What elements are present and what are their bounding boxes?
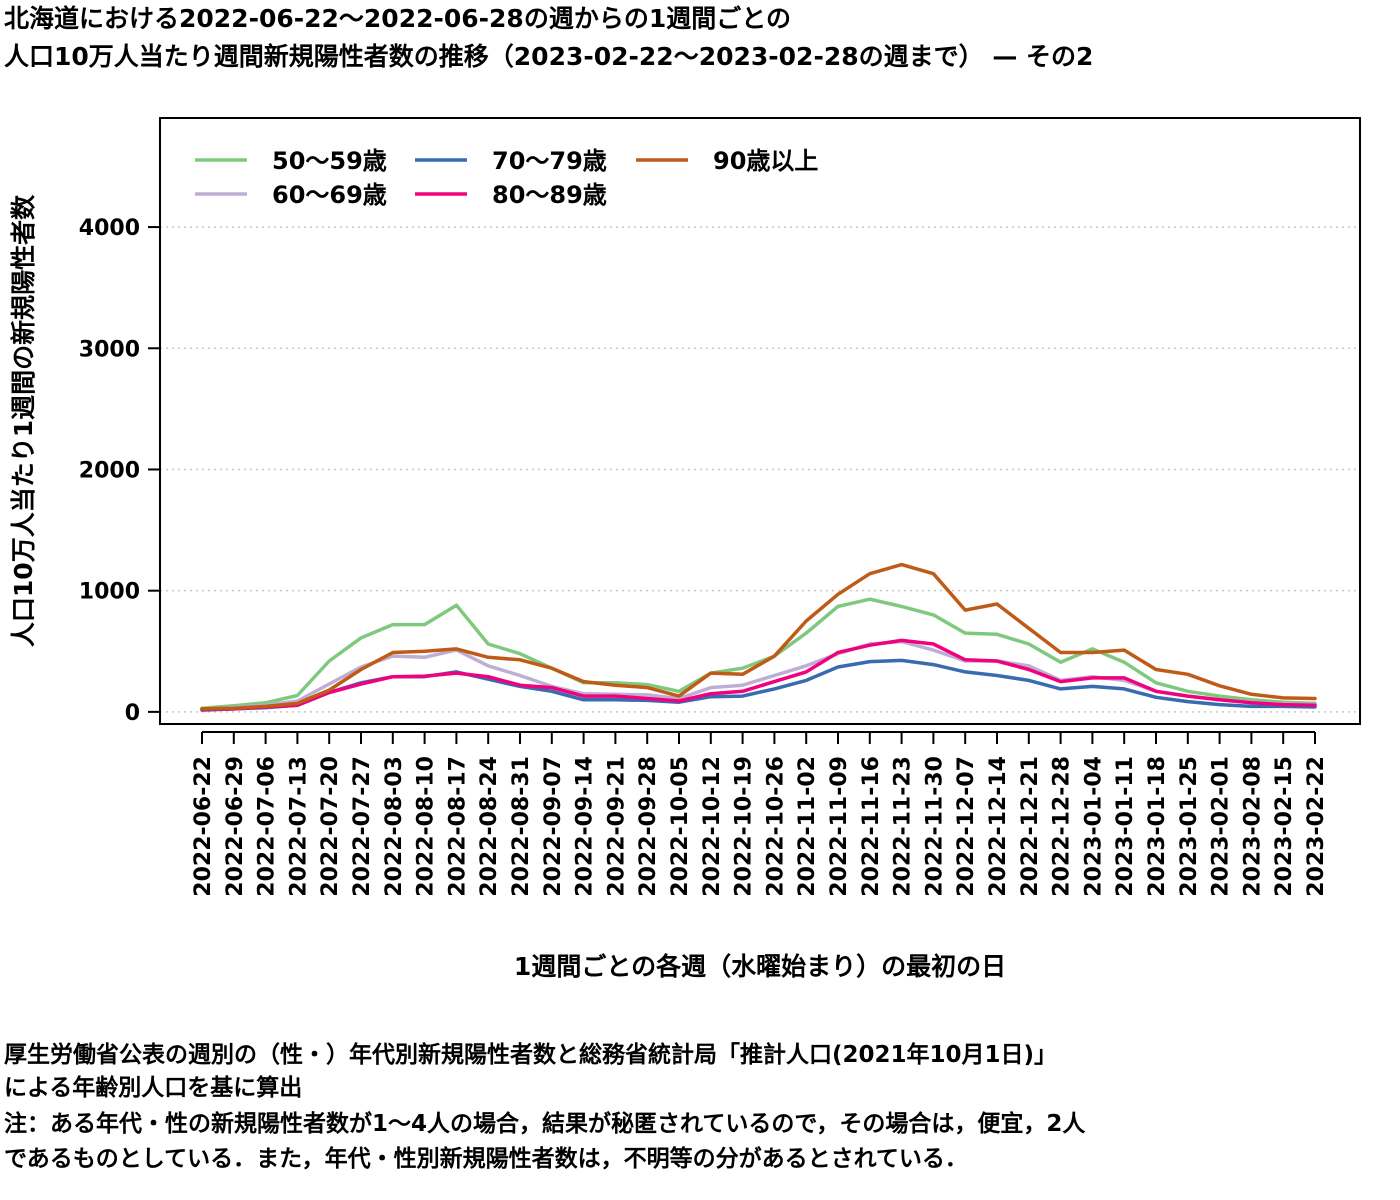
x-tick-label: 2023-01-11 xyxy=(1113,756,1138,897)
source-note-line-1: 厚生労働省公表の週別の（性・）年代別新規陽性者数と総務省統計局「推計人口(202… xyxy=(4,1042,1058,1068)
footnote-line-1: 注：ある年代・性の新規陽性者数が1〜4人の場合，結果が秘匿されているので，その場… xyxy=(4,1111,1086,1137)
x-tick-label: 2022-07-27 xyxy=(350,756,375,897)
legend-label: 60〜69歳 xyxy=(272,181,387,209)
x-tick-label: 2022-12-28 xyxy=(1050,756,1075,897)
x-tick-label: 2022-08-03 xyxy=(382,756,407,897)
series-line xyxy=(200,597,1317,710)
x-tick-label: 2022-11-02 xyxy=(795,756,820,897)
x-tick-label: 2022-11-30 xyxy=(922,756,947,897)
x-tick-label: 2022-09-28 xyxy=(636,756,661,897)
x-tick-label: 2023-02-01 xyxy=(1209,756,1234,897)
legend: 50〜59歳 60〜69歳 70〜79歳 80〜89歳 90歳以上 xyxy=(195,147,818,209)
gridlines xyxy=(160,226,1360,713)
x-tick-label: 2023-02-15 xyxy=(1272,756,1297,897)
x-tick-label: 2022-09-14 xyxy=(573,756,598,897)
x-tick-label: 2022-08-24 xyxy=(477,756,502,897)
series-line xyxy=(200,638,1317,712)
legend-label: 50〜59歳 xyxy=(272,147,387,175)
x-tick-label: 2022-12-07 xyxy=(954,756,979,897)
x-axis-title: 1週間ごとの各週（水曜始まり）の最初の日 xyxy=(514,952,1006,981)
x-tick-label: 2022-10-05 xyxy=(668,756,693,897)
legend-label: 90歳以上 xyxy=(713,147,818,175)
y-tick-label: 2000 xyxy=(79,458,140,483)
x-tick-label: 2022-09-07 xyxy=(541,756,566,897)
x-tick-label: 2022-09-21 xyxy=(604,756,629,897)
x-tick-label: 2022-07-20 xyxy=(318,756,343,897)
x-tick-label: 2022-10-19 xyxy=(732,756,757,897)
x-tick-label: 2022-12-14 xyxy=(986,756,1011,897)
x-tick-label: 2022-08-10 xyxy=(414,756,439,897)
x-tick-label: 2022-11-23 xyxy=(891,756,916,897)
x-tick-label: 2022-10-26 xyxy=(763,756,788,897)
x-tick-label: 2023-01-25 xyxy=(1177,756,1202,897)
series-lines xyxy=(200,562,1317,712)
x-tick-label: 2022-10-12 xyxy=(700,756,725,897)
series-line xyxy=(200,562,1317,711)
legend-label: 80〜89歳 xyxy=(492,181,607,209)
x-tick-label: 2022-07-06 xyxy=(255,756,280,897)
x-tick-label: 2023-02-08 xyxy=(1240,756,1265,897)
x-tick-label: 2022-11-09 xyxy=(827,756,852,897)
x-tick-label: 2022-12-21 xyxy=(1018,756,1043,897)
x-tick-label: 2022-07-13 xyxy=(286,756,311,897)
y-tick-label: 3000 xyxy=(79,337,140,362)
x-tick-label: 2023-02-22 xyxy=(1304,756,1329,897)
x-tick-label: 2023-01-04 xyxy=(1081,756,1106,897)
x-tick-label: 2023-01-18 xyxy=(1145,756,1170,897)
x-axis: 2022-06-22 2022-06-29 2022-07-06 2022-07-13… xyxy=(191,731,1329,897)
x-tick-label: 2022-08-31 xyxy=(509,756,534,897)
x-tick-label: 2022-06-29 xyxy=(223,756,248,897)
chart-title-line-1: 北海道における2022-06-22〜2022-06-28の週からの1週間ごとの xyxy=(4,4,791,33)
legend-label: 70〜79歳 xyxy=(492,147,607,175)
y-tick-label: 0 xyxy=(125,701,140,726)
x-tick-label: 2022-08-17 xyxy=(445,756,470,897)
series-line xyxy=(200,639,1317,712)
line-chart: 50〜59歳 60〜69歳 70〜79歳 80〜89歳 90歳以上 0 1000 2000 3… xyxy=(9,117,1361,981)
y-axis-title: 人口10万人当たり1週間の新規陽性者数 xyxy=(9,194,38,647)
y-axis: 0 1000 2000 3000 4000 xyxy=(79,216,160,726)
footnote-line-2: であるものとしている．また，年代・性別新規陽性者数は，不明等の分があるとされてい… xyxy=(4,1146,968,1172)
x-tick-label: 2022-11-16 xyxy=(859,756,884,897)
source-note-line-2: による年齢別人口を基に算出 xyxy=(4,1075,303,1101)
chart-title-line-2: 人口10万人当たり週間新規陽性者数の推移（2023-02-22〜2023-02-… xyxy=(4,42,1094,71)
y-tick-label: 1000 xyxy=(79,580,140,605)
x-tick-label: 2022-06-22 xyxy=(191,756,216,897)
plot-frame xyxy=(159,117,1361,725)
y-tick-label: 4000 xyxy=(79,216,140,241)
